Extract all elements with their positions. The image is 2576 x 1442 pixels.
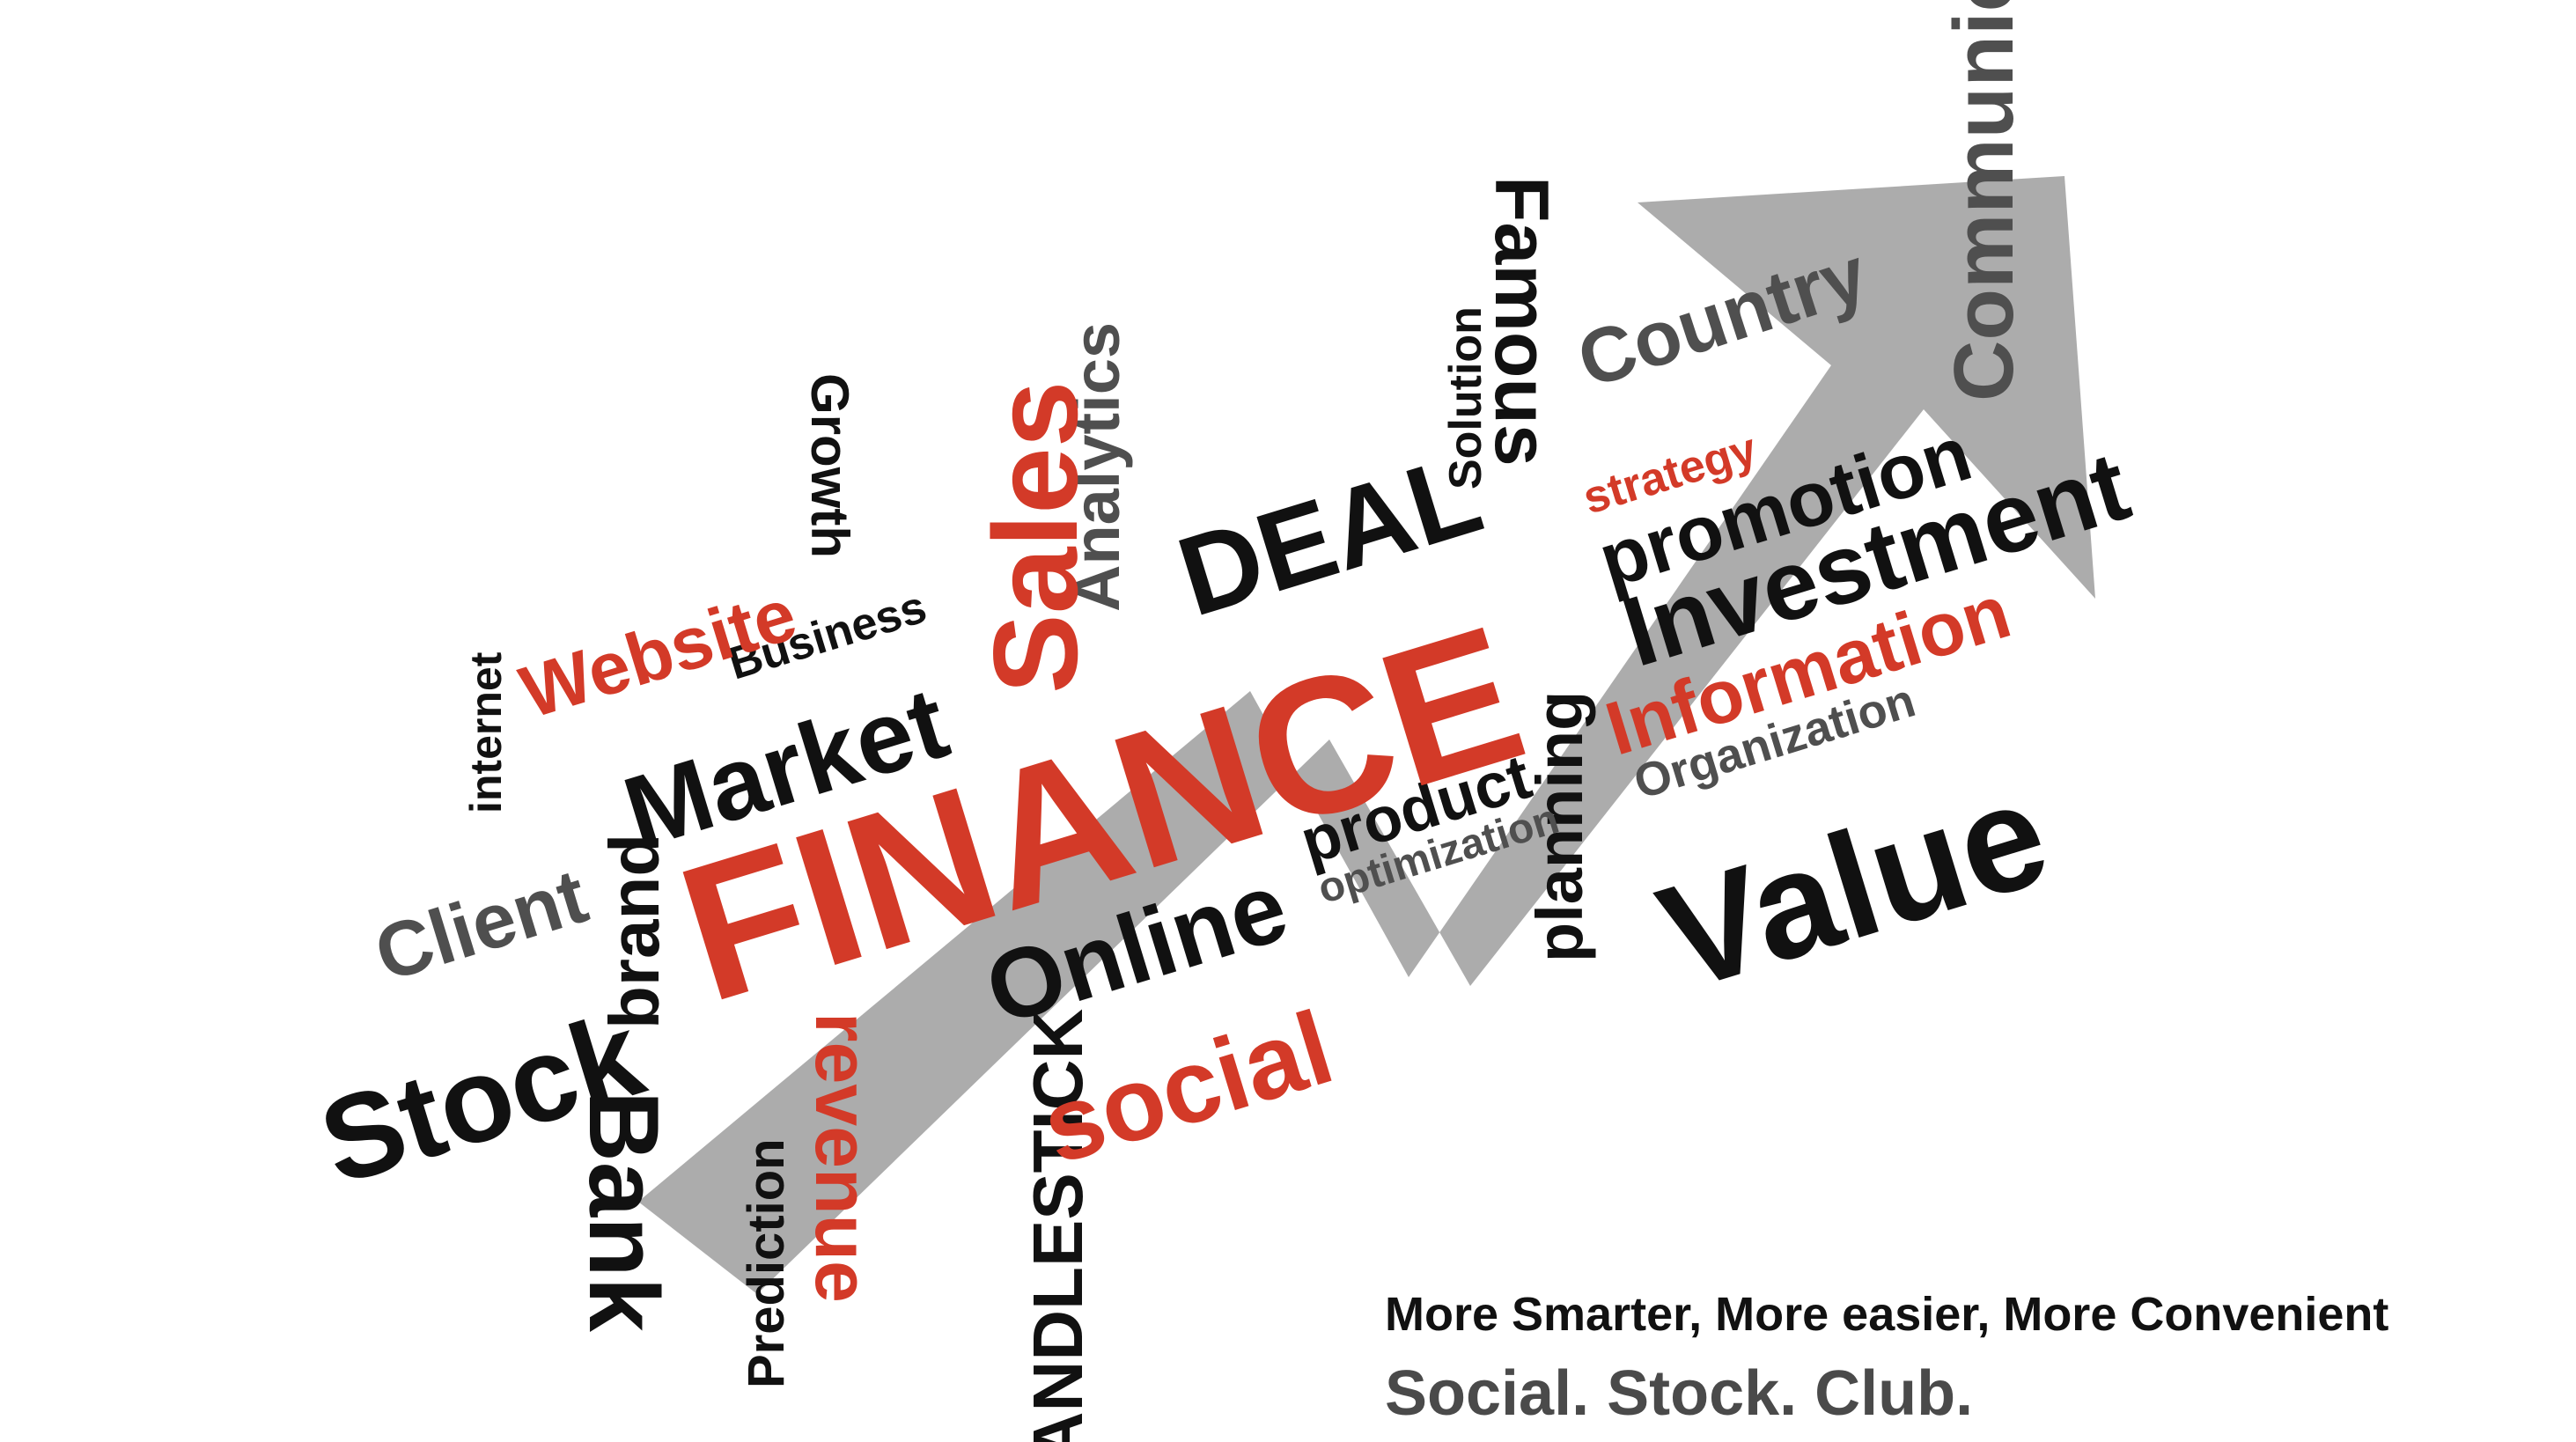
tagline-primary: More Smarter, More easier, More Convenie… — [1385, 1288, 2389, 1341]
word-prediction: Prediction — [738, 1138, 795, 1388]
word-sales: Sales — [968, 380, 1102, 694]
word-communication: Communication — [1937, 0, 2031, 401]
word-bank: Bank — [569, 1091, 679, 1332]
arrow-shape — [638, 176, 2095, 1294]
tagline-secondary: Social. Stock. Club. — [1385, 1358, 1974, 1429]
word-growth: Growth — [800, 373, 859, 558]
word-famous: Famous — [1479, 176, 1564, 467]
word-revenue: revenue — [799, 1012, 884, 1303]
word-internet: internet — [461, 651, 511, 813]
